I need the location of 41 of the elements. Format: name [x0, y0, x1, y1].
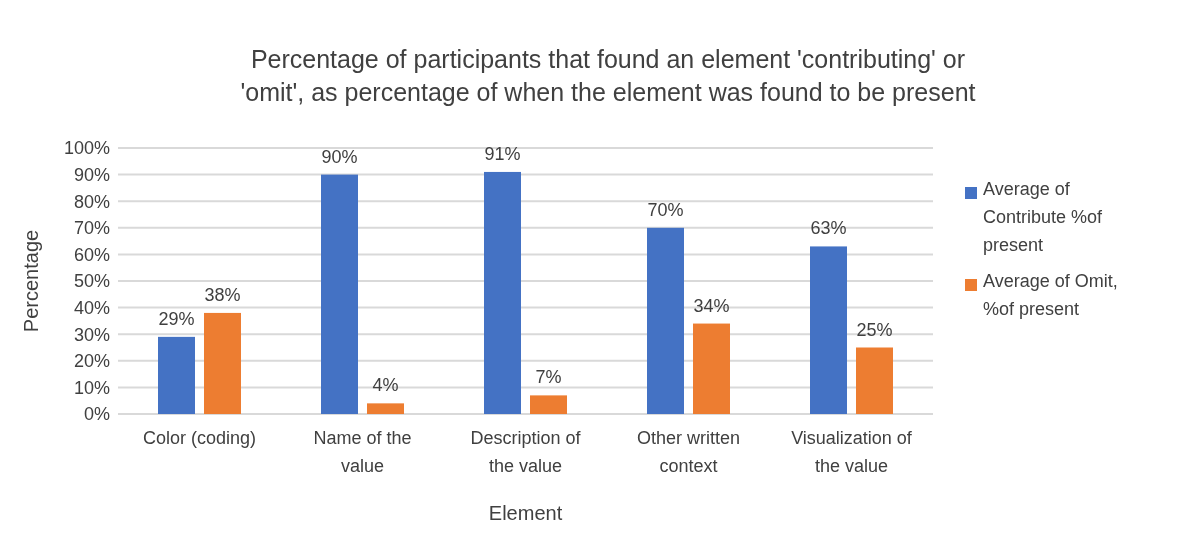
y-tick-label: 50%	[73, 271, 110, 292]
bar	[321, 174, 358, 414]
y-tick-label: 60%	[73, 244, 110, 265]
bar	[204, 312, 241, 414]
bar	[693, 323, 730, 414]
data-label: 38%	[204, 284, 241, 305]
y-tick-label: 10%	[73, 377, 110, 398]
bar	[367, 403, 404, 414]
x-tick-label: Color (coding)	[142, 428, 257, 448]
y-tick-label: 70%	[73, 218, 110, 239]
y-axis-title: Percentage	[20, 229, 42, 333]
bar	[856, 347, 893, 414]
bar	[158, 336, 195, 414]
data-label: 7%	[535, 367, 562, 388]
bar	[647, 227, 684, 414]
data-label: 63%	[810, 218, 847, 239]
bar	[484, 171, 521, 414]
y-tick-label: 100%	[63, 138, 110, 159]
legend-label: Average of Contribute %of present	[983, 179, 1104, 255]
data-label: 34%	[693, 295, 730, 316]
data-label: 70%	[647, 199, 684, 220]
data-label: 25%	[856, 319, 893, 340]
bar	[530, 395, 567, 414]
x-tick-label: Description of the value	[470, 428, 582, 476]
data-label: 4%	[372, 375, 399, 396]
bar	[810, 246, 847, 414]
y-tick-label: 80%	[73, 191, 110, 212]
legend-label: Average of Omit, %of present	[983, 271, 1118, 319]
data-label: 91%	[484, 143, 521, 164]
y-tick-label: 20%	[73, 351, 110, 372]
x-axis-title: Element	[488, 502, 563, 524]
data-label: 90%	[321, 146, 358, 167]
y-tick-label: 90%	[73, 164, 110, 185]
x-tick-label: Other written context	[636, 428, 741, 476]
x-tick-label: Visualization of the value	[791, 428, 913, 476]
y-tick-label: 40%	[73, 297, 110, 318]
chart-title: Percentage of participants that found an element 'contributing' or 'omit', as percentage of when the element was found to be present	[240, 45, 976, 106]
x-tick-label: Name of the value	[313, 428, 412, 476]
y-tick-label: 0%	[83, 404, 110, 425]
data-label: 29%	[158, 308, 195, 329]
y-tick-label: 30%	[73, 324, 110, 345]
